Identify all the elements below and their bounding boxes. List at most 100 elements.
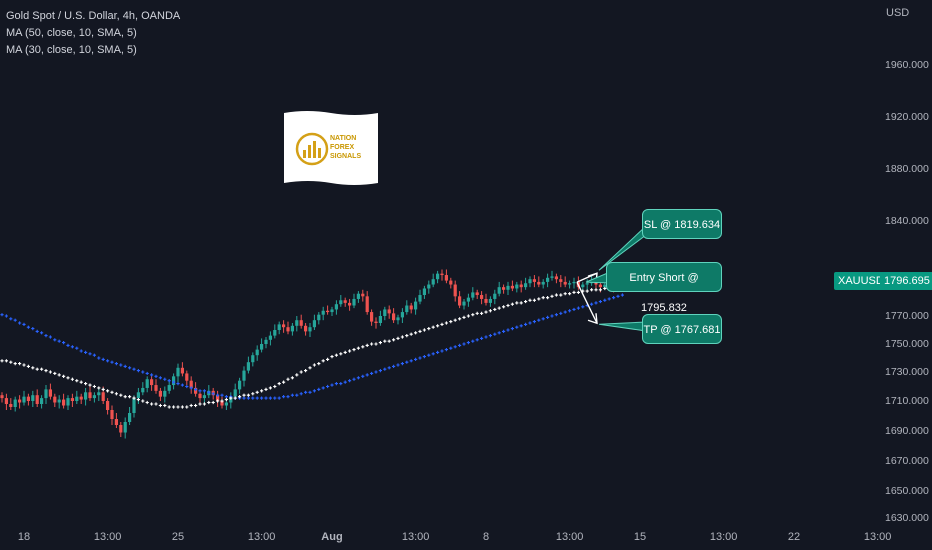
candle-up bbox=[550, 276, 554, 278]
ma-blue-point bbox=[568, 309, 572, 313]
candle-up bbox=[295, 320, 299, 326]
candle-up bbox=[400, 312, 404, 318]
ma-white-point bbox=[132, 396, 136, 400]
ma-white-point bbox=[216, 399, 220, 403]
candle-up bbox=[378, 316, 382, 323]
candle-down bbox=[510, 285, 514, 289]
ma-white-point bbox=[405, 334, 409, 338]
ma-white-point bbox=[207, 400, 211, 405]
ma-blue-point bbox=[497, 331, 501, 335]
ma-white-point bbox=[290, 376, 294, 380]
ma-white-point bbox=[246, 393, 250, 397]
symbol-tag: XAUUSD bbox=[834, 272, 888, 290]
candle-up bbox=[251, 355, 255, 363]
candle-up bbox=[308, 327, 312, 332]
candle-up bbox=[44, 389, 48, 399]
ma-white-point bbox=[136, 397, 140, 402]
stop-loss-callout[interactable]: SL @ 1819.634 bbox=[642, 209, 722, 239]
ma-white-point bbox=[440, 322, 444, 326]
candle-up bbox=[75, 396, 79, 401]
ma-white-point bbox=[75, 379, 79, 383]
ma-blue-point bbox=[84, 350, 88, 354]
ma-white-point bbox=[374, 342, 378, 346]
candle-down bbox=[563, 281, 567, 285]
ma-white-point bbox=[260, 389, 264, 393]
candle-up bbox=[581, 284, 585, 288]
y-tick-label: 1880.000 bbox=[885, 163, 929, 175]
ma-white-point bbox=[220, 399, 224, 403]
ma-blue-point bbox=[277, 396, 281, 400]
ma-blue-point bbox=[251, 396, 255, 400]
ma-white-point bbox=[550, 294, 554, 298]
ma-white-point bbox=[277, 382, 281, 386]
ma-white-point bbox=[233, 396, 237, 400]
ma-white-point bbox=[537, 297, 541, 301]
ma-white-point bbox=[273, 384, 277, 389]
ma-blue-point bbox=[198, 389, 202, 393]
entry-short-callout[interactable]: Entry Short @ 1795.832 bbox=[606, 262, 722, 314]
ma-white-point bbox=[172, 405, 176, 409]
ma-blue-point bbox=[422, 355, 426, 359]
ma-white-point bbox=[466, 314, 470, 318]
y-tick-label: 1730.000 bbox=[885, 366, 929, 378]
take-profit-arrowhead bbox=[587, 313, 598, 325]
candle-up bbox=[356, 293, 360, 299]
y-tick-label: 1670.000 bbox=[885, 455, 929, 467]
ma-white-point bbox=[414, 331, 418, 335]
ma-white-point bbox=[106, 389, 110, 393]
ma-white-point bbox=[453, 318, 457, 322]
ma-white-point bbox=[488, 309, 492, 313]
candle-up bbox=[334, 304, 338, 310]
candle-up bbox=[13, 399, 17, 407]
ma-blue-point bbox=[0, 313, 4, 317]
ma-blue-point bbox=[348, 379, 352, 383]
legend-title: Gold Spot / U.S. Dollar, 4h, OANDA bbox=[6, 10, 181, 22]
ma-blue-point bbox=[136, 369, 140, 373]
candle-down bbox=[326, 310, 330, 313]
candle-up bbox=[488, 298, 492, 303]
x-tick-label: 13:00 bbox=[247, 531, 276, 543]
ma-blue-point bbox=[603, 298, 607, 302]
y-tick-label: 1710.000 bbox=[885, 395, 929, 407]
candle-up bbox=[466, 297, 470, 302]
take-profit-callout[interactable]: TP @ 1767.681 bbox=[642, 314, 722, 344]
ma-white-point bbox=[185, 405, 189, 409]
candle-up bbox=[84, 392, 88, 400]
ma-blue-point bbox=[211, 392, 215, 396]
ma-blue-point bbox=[57, 339, 61, 343]
ma-blue-point bbox=[598, 299, 602, 304]
ma-blue-point bbox=[70, 345, 74, 349]
ma-blue-point bbox=[286, 395, 290, 399]
legend-ma-30[interactable]: MA (30, close, 10, SMA, 5) bbox=[6, 44, 137, 56]
ma-blue-point bbox=[264, 396, 268, 400]
ma-blue-point bbox=[440, 349, 444, 353]
ma-white-point bbox=[541, 296, 545, 300]
ma-blue-point bbox=[317, 387, 321, 391]
ma-blue-point bbox=[326, 384, 330, 389]
y-tick-label: 1690.000 bbox=[885, 425, 929, 437]
candle-up bbox=[132, 398, 136, 413]
ma-white-point bbox=[352, 348, 356, 352]
ma-blue-point bbox=[75, 346, 79, 350]
ma-white-point bbox=[13, 362, 17, 366]
ma-white-point bbox=[141, 399, 145, 403]
ma-blue-point bbox=[396, 363, 400, 367]
ma-blue-point bbox=[409, 359, 413, 363]
ma-white-point bbox=[458, 317, 462, 321]
ma-blue-point bbox=[528, 321, 532, 325]
ma-blue-point bbox=[163, 377, 167, 381]
ma-white-point bbox=[202, 402, 206, 406]
ma-white-point bbox=[242, 393, 246, 397]
ma-white-point bbox=[532, 298, 536, 302]
ma-white-point bbox=[334, 353, 338, 357]
candle-down bbox=[387, 309, 391, 314]
ma-white-point bbox=[480, 311, 484, 315]
ma-white-point bbox=[471, 313, 475, 317]
ma-white-point bbox=[528, 298, 532, 302]
legend-ma-50[interactable]: MA (50, close, 10, SMA, 5) bbox=[6, 27, 137, 39]
x-tick-label: 13:00 bbox=[709, 531, 738, 543]
candle-up bbox=[383, 309, 387, 316]
candle-down bbox=[114, 419, 118, 425]
ma-blue-point bbox=[466, 341, 470, 345]
